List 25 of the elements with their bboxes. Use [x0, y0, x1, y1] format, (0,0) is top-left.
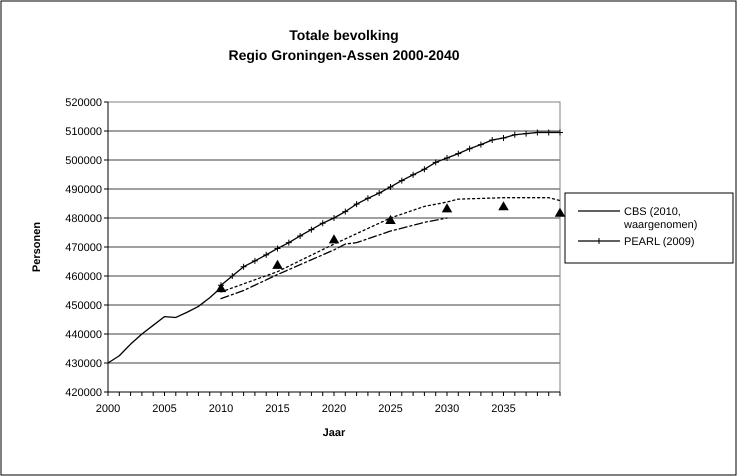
y-tick-label: 450000	[65, 300, 102, 312]
legend-label: PEARL (2009)	[624, 236, 695, 248]
y-tick-label: 510000	[65, 126, 102, 138]
legend-label: CBS (2010, waargenomen)	[623, 206, 698, 231]
y-tick-label: 440000	[65, 329, 102, 341]
y-tick-label: 520000	[65, 97, 102, 109]
y-tick-label: 470000	[65, 242, 102, 254]
x-tick-label: 2025	[378, 403, 403, 415]
chart-subtitle: Regio Groningen-Assen 2000-2040	[228, 47, 460, 63]
y-tick-label: 500000	[65, 155, 102, 167]
x-tick-label: 2035	[491, 403, 516, 415]
y-tick-label: 430000	[65, 358, 102, 370]
chart-title: Totale bevolking	[289, 27, 399, 43]
x-tick-label: 2005	[152, 403, 177, 415]
y-tick-label: 420000	[65, 387, 102, 399]
x-tick-label: 2020	[322, 403, 346, 415]
x-axis-title: Jaar	[322, 427, 346, 439]
y-tick-label: 490000	[65, 184, 102, 196]
x-tick-label: 2010	[208, 403, 234, 415]
y-axis-title: Personen	[31, 222, 43, 272]
x-tick-label: 2030	[434, 403, 460, 415]
y-tick-label: 460000	[65, 271, 102, 283]
x-tick-label: 2000	[96, 403, 120, 415]
x-tick-label: 2015	[265, 403, 290, 415]
y-tick-label: 480000	[65, 213, 102, 225]
